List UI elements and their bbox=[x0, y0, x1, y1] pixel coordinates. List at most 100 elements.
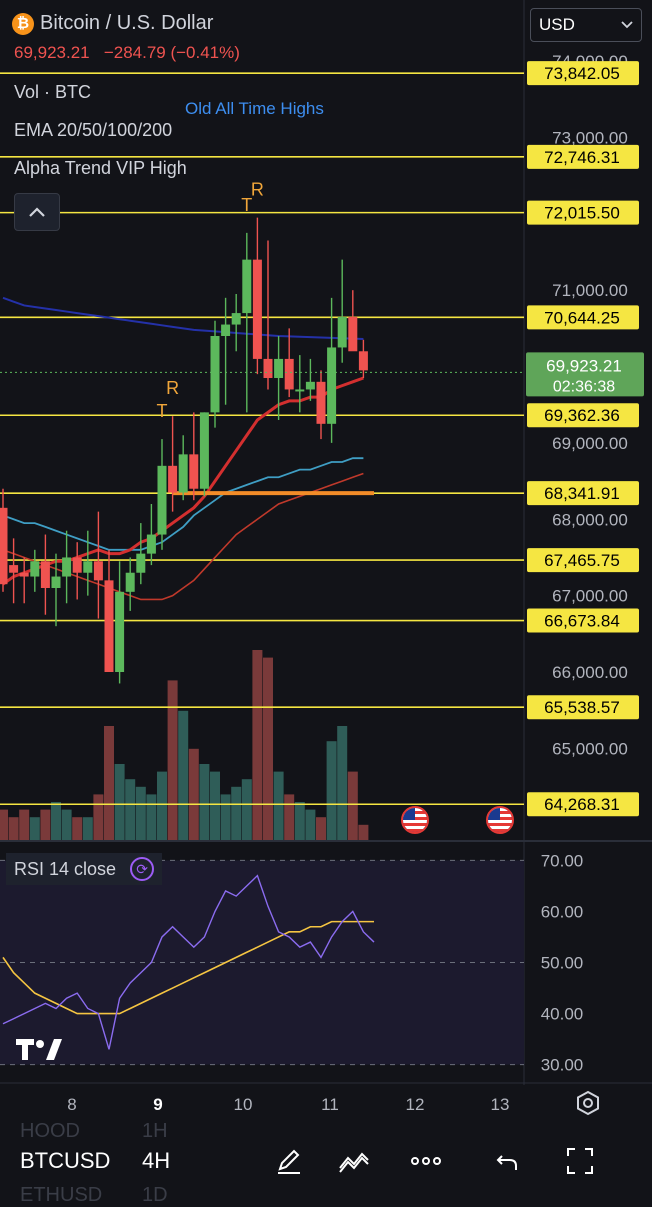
rsi-line bbox=[2, 874, 375, 1050]
volume-bar bbox=[61, 809, 72, 840]
level-price-label: 72,746.31 bbox=[544, 148, 620, 167]
level-price-box bbox=[527, 200, 639, 225]
candle-body bbox=[51, 576, 61, 588]
interval-picker[interactable]: 4H bbox=[142, 1148, 171, 1173]
candle-body bbox=[316, 381, 326, 424]
level-price-box bbox=[527, 792, 639, 817]
volume-bar bbox=[316, 817, 326, 840]
volume-bar bbox=[114, 764, 125, 840]
candle-body bbox=[263, 358, 273, 378]
volume-bar bbox=[40, 809, 51, 840]
price-tick-label: 66,000.00 bbox=[552, 663, 628, 682]
volume-bar bbox=[72, 817, 83, 840]
bottom-toolbar bbox=[0, 1120, 652, 1200]
draw-tool-button[interactable] bbox=[270, 1143, 306, 1179]
volume-bar bbox=[284, 794, 295, 840]
us-flag-event-icon[interactable] bbox=[401, 806, 429, 834]
level-price-label: 64,268.31 bbox=[544, 795, 620, 814]
volume-bar bbox=[305, 809, 316, 840]
level-price-box bbox=[527, 481, 639, 506]
ghost-symbol-bottom: ETHUSD bbox=[20, 1184, 103, 1206]
volume-bar bbox=[167, 680, 178, 840]
volume-bar bbox=[29, 817, 40, 840]
candle-body bbox=[62, 557, 72, 577]
candle-body bbox=[104, 580, 114, 672]
volume-bar bbox=[146, 794, 157, 840]
last-price: 69,923.21 bbox=[14, 43, 90, 62]
signal-label: R bbox=[251, 180, 264, 200]
countdown-label: 02:36:38 bbox=[553, 378, 615, 395]
candle-body bbox=[305, 381, 315, 390]
candle-body bbox=[136, 553, 146, 573]
rsi-tick-label: 50.00 bbox=[541, 954, 584, 973]
candle-body bbox=[327, 347, 337, 424]
candle-body bbox=[30, 561, 40, 577]
candle-body bbox=[284, 358, 294, 390]
volume-bar bbox=[210, 771, 220, 840]
price-change: 69,923.21 −284.79 (−0.41%) bbox=[14, 43, 240, 63]
rsi-tick-label: 70.00 bbox=[541, 851, 584, 870]
indicator-volume[interactable]: Vol · BTC bbox=[14, 82, 92, 102]
level-price-label: 72,015.50 bbox=[544, 204, 620, 223]
tradingview-logo bbox=[16, 1036, 64, 1070]
price-tick-label: 69,000.00 bbox=[552, 434, 628, 453]
level-price-label: 65,538.57 bbox=[544, 698, 620, 717]
level-price-label: 68,341.91 bbox=[544, 484, 620, 503]
volume-bar bbox=[326, 741, 337, 840]
settings-icon[interactable] bbox=[575, 1090, 601, 1116]
ghost-interval-bottom: 1D bbox=[142, 1184, 168, 1206]
candle-body bbox=[9, 565, 19, 573]
collapse-legend-button[interactable] bbox=[14, 193, 60, 231]
volume-bar bbox=[8, 817, 19, 840]
volume-bar bbox=[241, 779, 252, 840]
ema-100-line bbox=[2, 457, 364, 551]
more-button[interactable] bbox=[408, 1143, 444, 1179]
undo-button[interactable] bbox=[490, 1143, 526, 1179]
level-price-box bbox=[527, 61, 639, 86]
bitcoin-icon: ₿ bbox=[12, 12, 34, 35]
change-value: −284.79 (−0.41%) bbox=[103, 43, 240, 62]
rsi-legend[interactable]: RSI 14 close ⟳ bbox=[6, 853, 163, 885]
indicators-button[interactable] bbox=[336, 1143, 372, 1179]
indicator-ema[interactable]: EMA 20/50/100/200 bbox=[14, 120, 173, 140]
volume-bar bbox=[347, 771, 358, 840]
level-price-box bbox=[527, 608, 639, 633]
candle-body bbox=[189, 454, 199, 489]
us-flag-event-icon[interactable] bbox=[486, 806, 514, 834]
volume-bar bbox=[358, 824, 369, 840]
price-tick-label: 65,000.00 bbox=[552, 739, 628, 758]
candle-body bbox=[199, 412, 209, 489]
indicator-alpha-trend[interactable]: Alpha Trend VIP High bbox=[14, 158, 187, 178]
volume-bar bbox=[220, 794, 231, 840]
price-tick-label: 67,000.00 bbox=[552, 587, 628, 606]
volume-bar bbox=[188, 748, 199, 840]
more-dots-icon bbox=[411, 1157, 441, 1165]
symbol-picker[interactable]: BTCUSD bbox=[20, 1148, 111, 1173]
volume-bar bbox=[19, 809, 30, 840]
time-tick-label: 9 bbox=[153, 1095, 162, 1114]
candle-body bbox=[0, 507, 8, 585]
currency-select[interactable]: USD bbox=[530, 8, 642, 42]
time-tick-label: 11 bbox=[321, 1095, 339, 1114]
volume-bar bbox=[252, 650, 263, 840]
volume-bar bbox=[337, 726, 348, 840]
candle-body bbox=[348, 316, 358, 352]
undo-icon bbox=[496, 1155, 517, 1170]
candle-body bbox=[19, 572, 29, 577]
fullscreen-button[interactable] bbox=[562, 1143, 598, 1179]
chevron-down-icon bbox=[621, 21, 633, 29]
ghost-symbol-top: HOOD bbox=[20, 1120, 80, 1142]
level-price-box bbox=[527, 403, 639, 428]
price-tick-label: 71,000.00 bbox=[552, 281, 628, 300]
volume-bar bbox=[51, 802, 61, 840]
candle-body bbox=[178, 454, 188, 493]
candle-body bbox=[40, 561, 50, 588]
signal-label: R bbox=[166, 378, 179, 398]
time-tick-label: 13 bbox=[491, 1095, 510, 1114]
candle-body bbox=[93, 561, 103, 581]
refresh-icon[interactable]: ⟳ bbox=[130, 857, 155, 881]
volume-bar bbox=[104, 726, 114, 840]
candle-body bbox=[115, 591, 125, 672]
volume-bar bbox=[263, 657, 273, 840]
